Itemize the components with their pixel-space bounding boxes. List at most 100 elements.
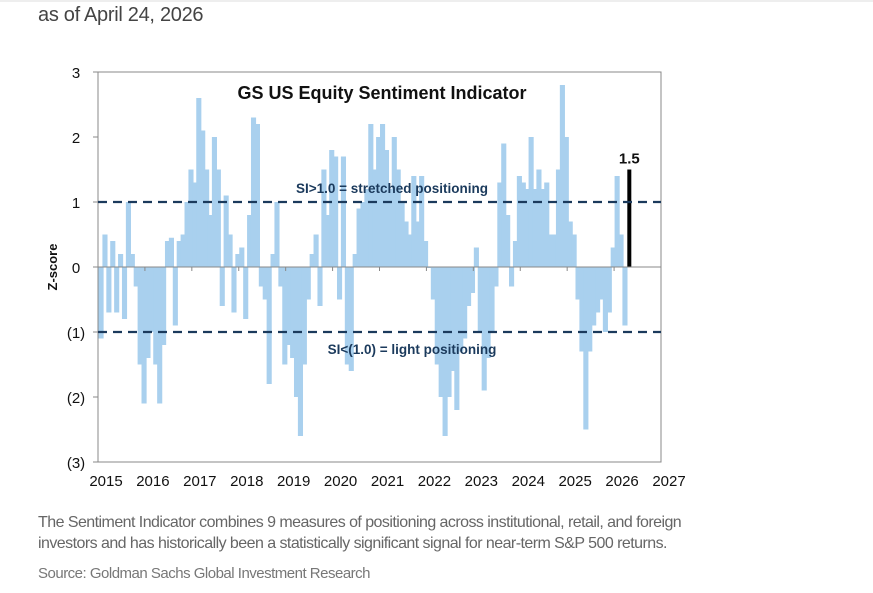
sentiment-bar [497,182,503,267]
sentiment-bar [555,169,562,267]
sentiment-bar [149,267,155,332]
sentiment-bar [223,195,229,267]
sentiment-bar [610,247,616,267]
sentiment-bar [501,143,507,267]
sentiment-bar [333,156,339,267]
sentiment-bar [356,208,362,267]
latest-value-label: 1.5 [619,151,640,168]
x-tick-label: 2018 [230,473,263,490]
sentiment-bar [110,241,116,267]
sentiment-bar [153,267,159,365]
sentiment-bar [200,130,206,267]
sentiment-bar [376,137,382,267]
sentiment-bar [532,189,538,267]
sentiment-bar [258,267,264,287]
x-tick-label: 2015 [89,473,122,490]
sentiment-bar [485,267,491,358]
sentiment-bar [512,241,519,267]
sentiment-bar [579,267,585,352]
sentiment-bar [305,267,311,300]
sentiment-bar [168,237,174,267]
sentiment-bar [239,247,245,267]
threshold-label: SI<(1.0) = light positioning [328,342,497,357]
sentiment-bar [301,267,307,365]
sentiment-bar [336,267,343,300]
y-tick-label: (1) [67,325,85,342]
sentiment-bar [622,267,628,326]
sentiment-bar [180,234,186,267]
sentiment-bar [157,267,163,404]
sentiment-bar [317,267,323,306]
x-tick-label: 2023 [465,473,498,490]
sentiment-bar [462,267,468,339]
y-tick-label: (2) [67,390,85,407]
x-tick-label: 2016 [136,473,169,490]
sentiment-bar [204,169,210,267]
sentiment-bar [176,241,182,267]
sentiment-bar [450,267,456,371]
sentiment-bar [102,234,108,267]
sentiment-bar [329,150,335,267]
sentiment-bar [196,98,202,267]
sentiment-bar [262,267,268,300]
source-note: Source: Goldman Sachs Global Investment … [38,565,371,582]
sentiment-bar [274,202,280,267]
sentiment-bar [137,267,143,365]
sentiment-bar [164,241,171,267]
sentiment-bar [352,254,358,267]
sentiment-bar [227,234,233,267]
sentiment-bar [454,267,460,410]
sentiment-bar [254,124,260,267]
sentiment-bar [606,267,612,313]
sentiment-bar [602,267,608,332]
sentiment-bar [290,267,296,358]
sentiment-bar [552,234,558,267]
sentiment-bar [313,234,319,267]
sentiment-bar [247,215,253,267]
sentiment-bar [395,169,401,267]
x-tick-label: 2026 [605,473,638,490]
x-tick-label: 2019 [277,473,310,490]
sentiment-bar [380,124,386,267]
sentiment-bar [469,267,476,293]
sentiment-bar [520,182,526,267]
sentiment-bar [403,221,409,267]
latest-bar [627,169,632,267]
sentiment-bar [477,267,483,332]
sentiment-bar [524,189,530,267]
sentiment-bar [106,267,112,313]
sentiment-bar [509,267,515,287]
y-tick-label: 2 [72,130,80,147]
sentiment-bar [133,267,139,287]
sentiment-bar [598,267,605,300]
sentiment-bar [399,202,405,267]
sentiment-bar [571,234,577,267]
sentiment-bar [591,267,597,326]
y-axis-label: Z-score [45,244,60,291]
sentiment-bar [567,221,573,267]
chart-title: GS US Equity Sentiment Indicator [237,83,526,103]
sentiment-bar [266,267,272,384]
y-tick-label: 0 [72,260,80,277]
sentiment-bar [360,202,366,267]
sentiment-bar [125,202,131,267]
sentiment-bar [118,254,124,267]
y-tick-label: (3) [67,455,85,472]
sentiment-bar [344,267,350,365]
sentiment-bar [207,215,214,267]
x-tick-label: 2017 [183,473,216,490]
sentiment-bar [219,267,225,306]
sentiment-bar [559,85,565,267]
sentiment-bar [364,189,370,267]
x-tick-label: 2025 [558,473,591,490]
sentiment-bar [430,267,436,300]
sentiment-bar [419,176,425,267]
sentiment-bar [188,169,194,267]
sentiment-bar [548,234,554,267]
sentiment-bar [129,254,135,267]
sentiment-bar [505,215,511,267]
sentiment-bar [325,215,331,267]
sentiment-chart: 3 2 1 0 (1) (2) (3)2015 2016 2017 2018 2019 2020 202… [45,65,686,490]
sentiment-bar [250,117,257,267]
sentiment-bar [434,267,440,365]
